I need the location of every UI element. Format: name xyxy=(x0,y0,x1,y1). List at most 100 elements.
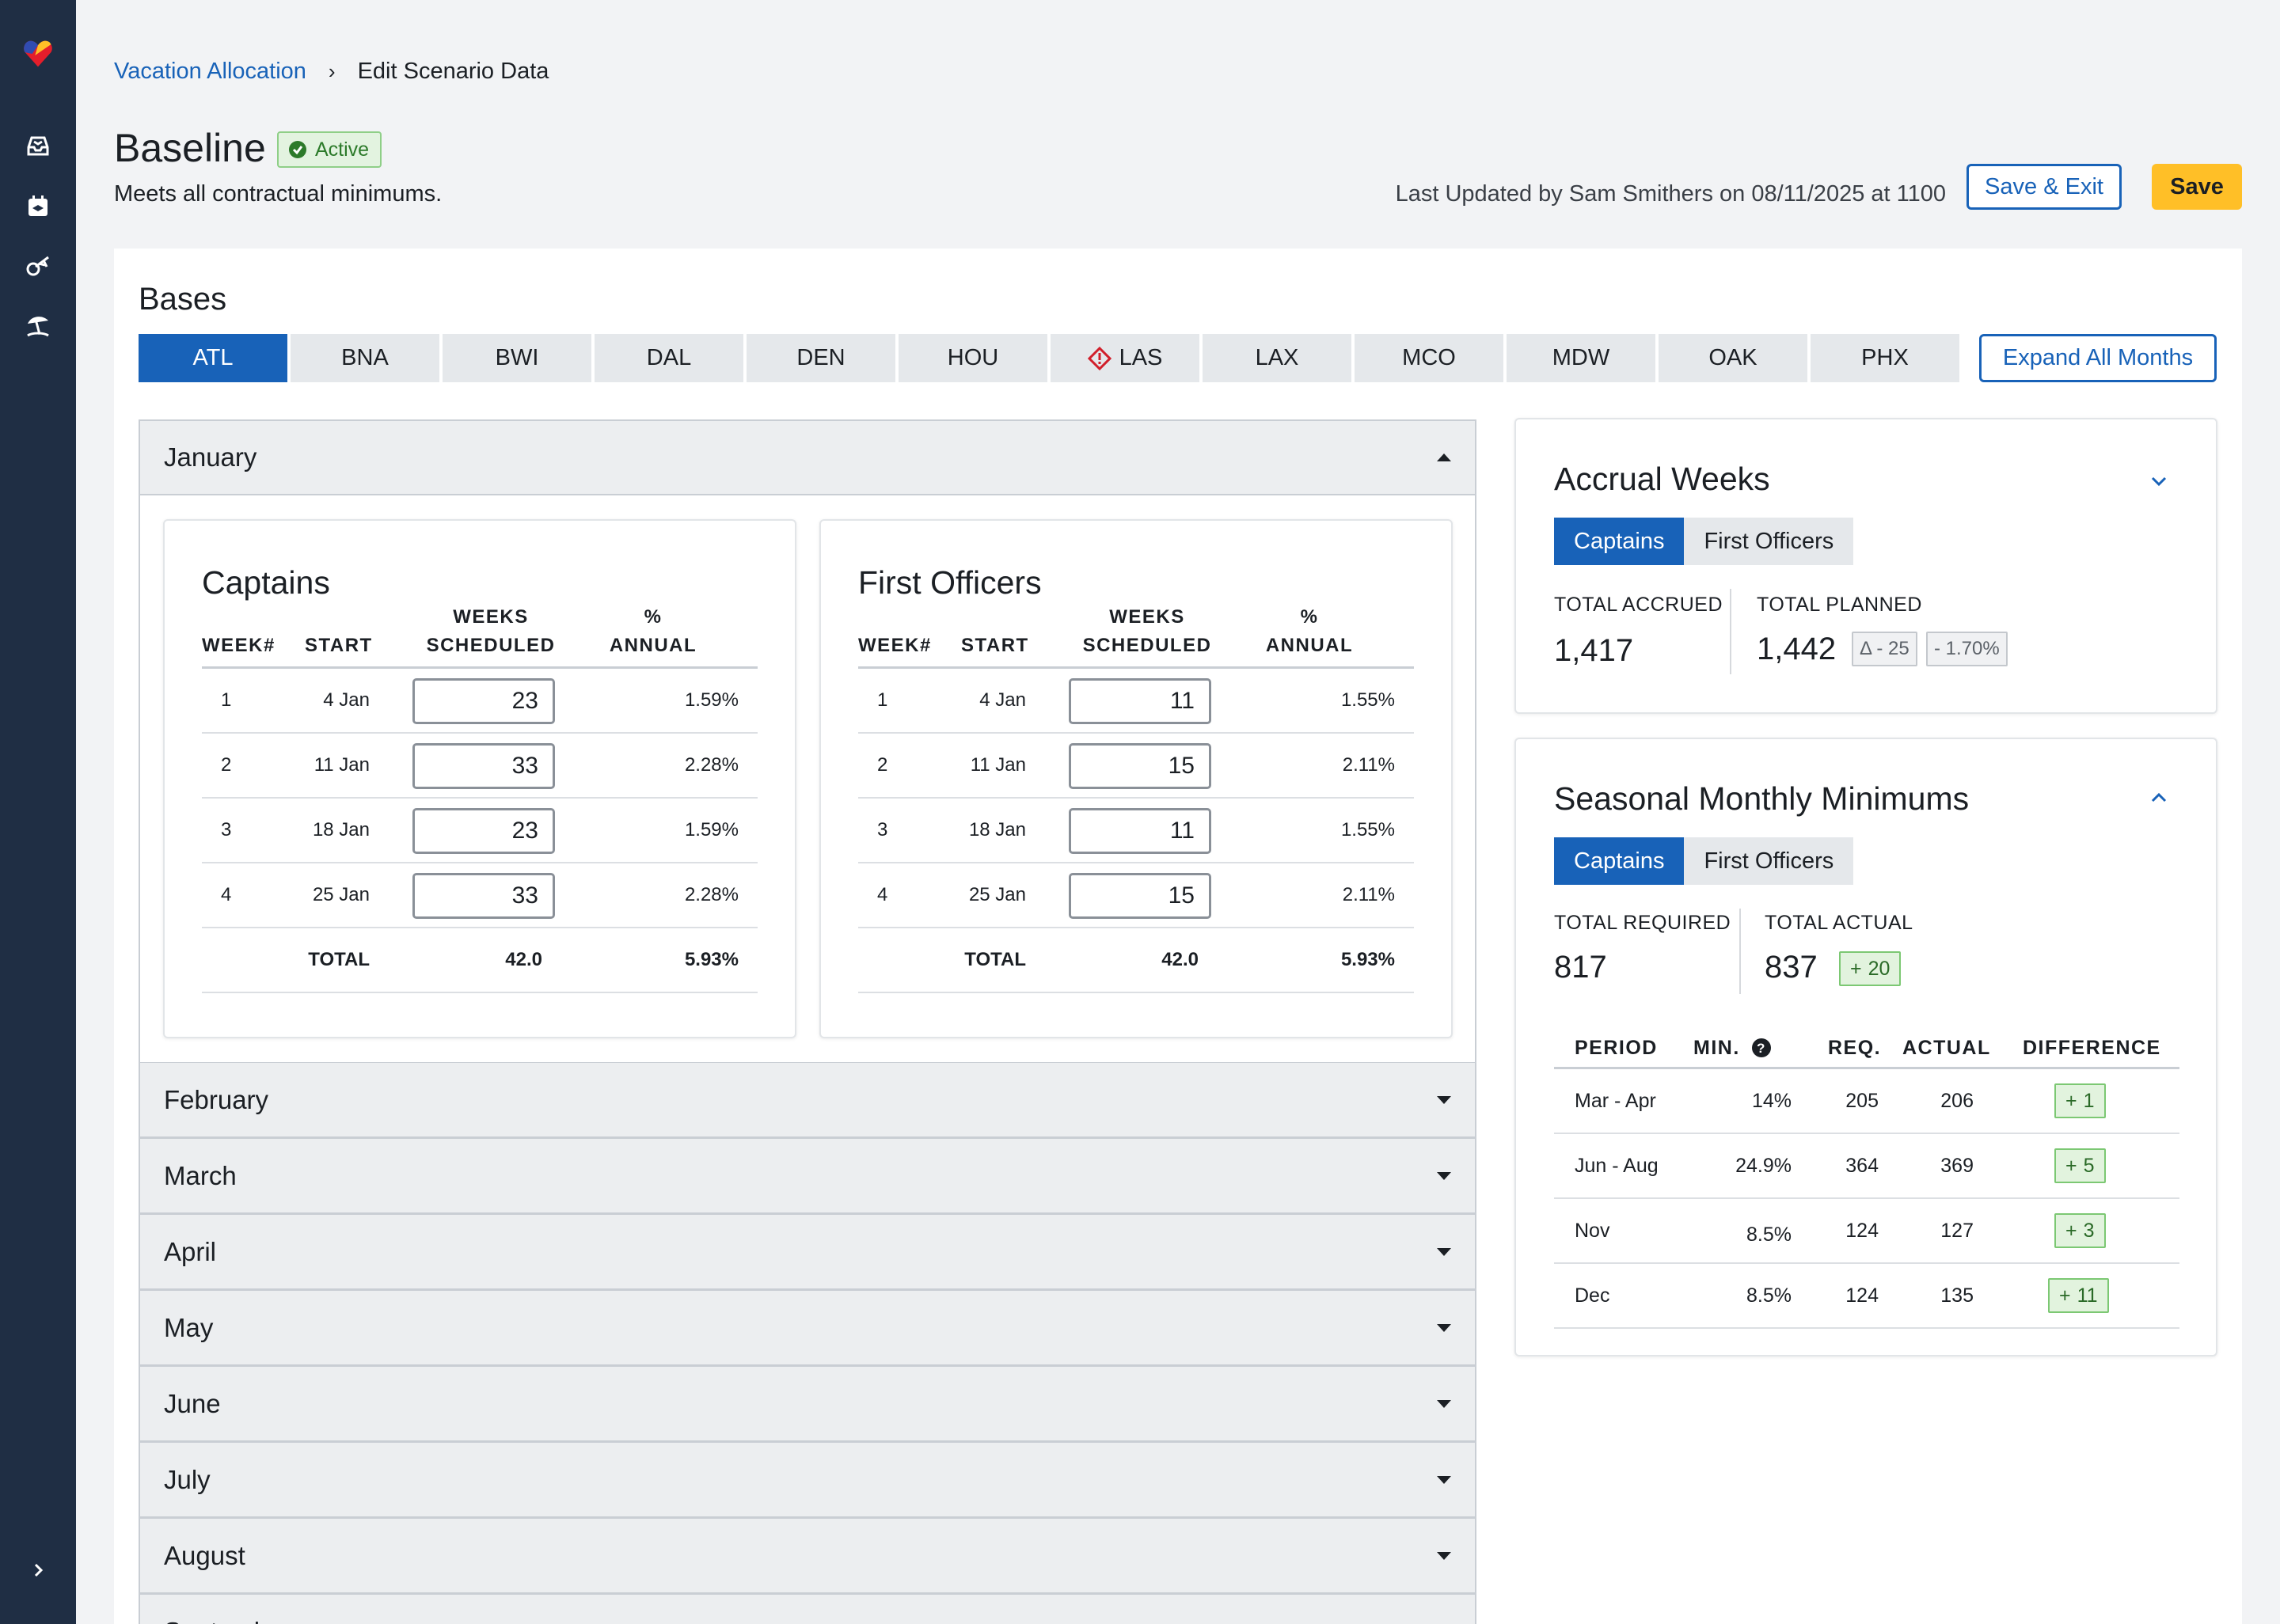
annual-pct: 2.28% xyxy=(684,884,739,905)
seg-first-officers[interactable]: First Officers xyxy=(1684,518,1854,565)
month-label: March xyxy=(164,1160,237,1190)
weeks-scheduled-input[interactable]: 15 xyxy=(1069,873,1211,919)
months-accordion: January Captains WEEK# START WEEKS SCHEDU… xyxy=(139,419,1476,1624)
sidebar xyxy=(0,0,76,1624)
week-number: 1 xyxy=(877,689,888,711)
seg-first-officers[interactable]: First Officers xyxy=(1684,837,1854,885)
calendar-icon[interactable] xyxy=(22,190,54,222)
weeks-scheduled-input[interactable]: 11 xyxy=(1069,808,1211,854)
table-row: 3 18 Jan 23 1.59% xyxy=(202,799,758,863)
tab-oak[interactable]: OAK xyxy=(1659,334,1807,382)
total-label: TOTAL xyxy=(964,949,1026,970)
start-date: 4 Jan xyxy=(323,689,370,711)
month-label: August xyxy=(164,1540,245,1570)
month-header-march[interactable]: March xyxy=(139,1138,1476,1214)
month-label: September xyxy=(164,1617,291,1624)
difference-value: 5 xyxy=(2083,1154,2095,1177)
main-content: Vacation Allocation › Edit Scenario Data… xyxy=(76,0,2280,1624)
weeks-scheduled-input[interactable]: 23 xyxy=(412,678,555,724)
breadcrumb-link-vacation-allocation[interactable]: Vacation Allocation xyxy=(114,59,306,84)
tab-den[interactable]: DEN xyxy=(747,334,895,382)
difference-value: 3 xyxy=(2083,1219,2095,1242)
month-header-july[interactable]: July xyxy=(139,1442,1476,1518)
col-start: START xyxy=(305,635,373,656)
total-weeks: 42.0 xyxy=(1161,949,1199,970)
heart-logo-icon[interactable] xyxy=(22,38,54,70)
month-header-september[interactable]: September xyxy=(139,1594,1476,1624)
month-header-april[interactable]: April xyxy=(139,1214,1476,1290)
total-actual-value: 837 xyxy=(1765,950,1818,985)
tab-atl[interactable]: ATL xyxy=(139,334,287,382)
col-annual: % ANNUAL xyxy=(1254,603,1365,660)
start-date: 11 Jan xyxy=(314,754,370,776)
req-value: 124 xyxy=(1845,1219,1879,1242)
month-label: January xyxy=(164,442,257,472)
plus-icon: + xyxy=(2065,1219,2077,1242)
seasonal-segmented-control: Captains First Officers xyxy=(1554,837,1854,885)
total-row: TOTAL 42.0 5.93% xyxy=(858,928,1414,993)
start-date: 18 Jan xyxy=(968,819,1026,840)
table-header: WEEK# START WEEKS SCHEDULED % ANNUAL xyxy=(858,606,1414,669)
airplane-icon[interactable] xyxy=(22,250,54,282)
weeks-scheduled-input[interactable]: 11 xyxy=(1069,678,1211,724)
month-header-may[interactable]: May xyxy=(139,1290,1476,1366)
expand-sidebar-icon[interactable] xyxy=(22,1554,54,1586)
col-min: MIN.? xyxy=(1693,1030,1772,1066)
weeks-scheduled-input[interactable]: 23 xyxy=(412,808,555,854)
month-header-august[interactable]: August xyxy=(139,1518,1476,1594)
period: Jun - Aug xyxy=(1575,1154,1659,1177)
weeks-scheduled-input[interactable]: 33 xyxy=(412,873,555,919)
seasonal-minimums-card: Seasonal Monthly Minimums Captains First… xyxy=(1514,738,2217,1356)
delta-chip: Δ - 25 xyxy=(1852,632,1917,666)
seg-captains[interactable]: Captains xyxy=(1554,518,1685,565)
difference-chip: +1 xyxy=(2054,1083,2106,1118)
weeks-scheduled-input[interactable]: 33 xyxy=(412,743,555,789)
bases-panel: Bases ATL BNA BWI DAL DEN HOU LAS LAX MC… xyxy=(114,249,2242,1624)
difference-chip: +3 xyxy=(2054,1213,2106,1248)
help-icon[interactable]: ? xyxy=(1751,1038,1772,1058)
status-badge: Active xyxy=(277,131,382,168)
actual-value: 127 xyxy=(1940,1219,1974,1242)
tab-phx[interactable]: PHX xyxy=(1811,334,1959,382)
inbox-icon[interactable] xyxy=(22,130,54,161)
base-tabs: ATL BNA BWI DAL DEN HOU LAS LAX MCO MDW … xyxy=(139,334,1959,382)
tab-las[interactable]: LAS xyxy=(1051,334,1199,382)
table-row: Nov 8.5% 124 127 +3 xyxy=(1554,1199,2179,1264)
tab-lax[interactable]: LAX xyxy=(1203,334,1351,382)
total-diff-chip: +20 xyxy=(1839,951,1902,986)
month-header-february[interactable]: February xyxy=(139,1062,1476,1138)
chevron-down-icon[interactable] xyxy=(2149,472,2168,491)
tab-hou[interactable]: HOU xyxy=(899,334,1047,382)
expand-all-months-button[interactable]: Expand All Months xyxy=(1979,334,2217,382)
col-actual: ACTUAL xyxy=(1902,1036,1991,1059)
accrual-segmented-control: Captains First Officers xyxy=(1554,518,1854,565)
breadcrumb-current: Edit Scenario Data xyxy=(357,59,549,84)
save-button[interactable]: Save xyxy=(2152,164,2242,210)
tab-bwi[interactable]: BWI xyxy=(443,334,591,382)
beach-icon[interactable] xyxy=(22,310,54,342)
save-exit-button[interactable]: Save & Exit xyxy=(1966,164,2122,210)
plus-icon: + xyxy=(2059,1284,2071,1307)
month-header-june[interactable]: June xyxy=(139,1366,1476,1442)
week-number: 3 xyxy=(221,819,232,840)
col-annual-line2: ANNUAL xyxy=(1265,635,1354,656)
col-weeks-line2: SCHEDULED xyxy=(426,635,556,656)
month-label: June xyxy=(164,1388,221,1418)
total-pct: 5.93% xyxy=(684,949,739,970)
tab-mco[interactable]: MCO xyxy=(1355,334,1503,382)
tab-las-label: LAS xyxy=(1119,345,1163,370)
tab-mdw[interactable]: MDW xyxy=(1507,334,1655,382)
caret-down-icon xyxy=(1437,1551,1451,1560)
table-row: 3 18 Jan 11 1.55% xyxy=(858,799,1414,863)
plus-icon: + xyxy=(2065,1154,2077,1177)
week-number: 3 xyxy=(877,819,888,840)
tab-bna[interactable]: BNA xyxy=(291,334,439,382)
total-required-label: TOTAL REQUIRED xyxy=(1554,912,1731,934)
chevron-up-icon[interactable] xyxy=(2149,788,2168,807)
month-header-january[interactable]: January xyxy=(139,419,1476,495)
total-pct: 5.93% xyxy=(1340,949,1395,970)
tab-dal[interactable]: DAL xyxy=(595,334,743,382)
seg-captains[interactable]: Captains xyxy=(1554,837,1685,885)
weeks-scheduled-input[interactable]: 15 xyxy=(1069,743,1211,789)
req-value: 364 xyxy=(1845,1154,1879,1177)
